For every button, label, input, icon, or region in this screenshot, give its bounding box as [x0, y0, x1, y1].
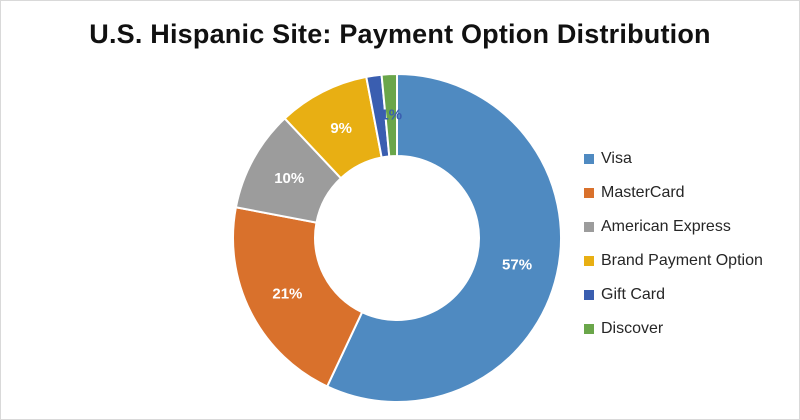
- legend-swatch: [584, 222, 594, 232]
- legend-swatch: [584, 324, 594, 334]
- legend-item-mastercard: MasterCard: [584, 176, 794, 210]
- legend-item-discover: Discover: [584, 312, 794, 346]
- data-label-american-express: 10%: [274, 170, 304, 187]
- slice-visa: [325, 72, 562, 403]
- data-label-discover: 1%: [380, 107, 402, 124]
- legend-label: American Express: [601, 218, 731, 235]
- legend-swatch: [584, 188, 594, 198]
- legend-item-american-express: American Express: [584, 210, 794, 244]
- legend-label: Visa: [601, 150, 632, 167]
- legend-swatch: [584, 290, 594, 300]
- legend-label: Gift Card: [601, 286, 666, 303]
- slice-mastercard: [232, 206, 364, 388]
- legend-label: Discover: [601, 320, 664, 337]
- legend-label: MasterCard: [601, 184, 685, 201]
- data-label-brand-payment-option: 9%: [330, 120, 352, 137]
- legend-item-visa: Visa: [584, 142, 794, 176]
- legend-swatch: [584, 256, 594, 266]
- legend-swatch: [584, 154, 594, 164]
- data-label-mastercard: 21%: [272, 285, 302, 302]
- slice-discover: [380, 72, 398, 158]
- legend-label: Brand Payment Option: [601, 252, 763, 269]
- chart-legend: Visa MasterCard American Express Brand Paym…: [584, 142, 794, 346]
- chart-title: U.S. Hispanic Site: Payment Option Distr…: [89, 19, 711, 49]
- legend-item-brand-payment-option: Brand Payment Option: [584, 244, 794, 278]
- legend-item-gift-card: Gift Card: [584, 278, 794, 312]
- data-label-visa: 57%: [502, 256, 532, 273]
